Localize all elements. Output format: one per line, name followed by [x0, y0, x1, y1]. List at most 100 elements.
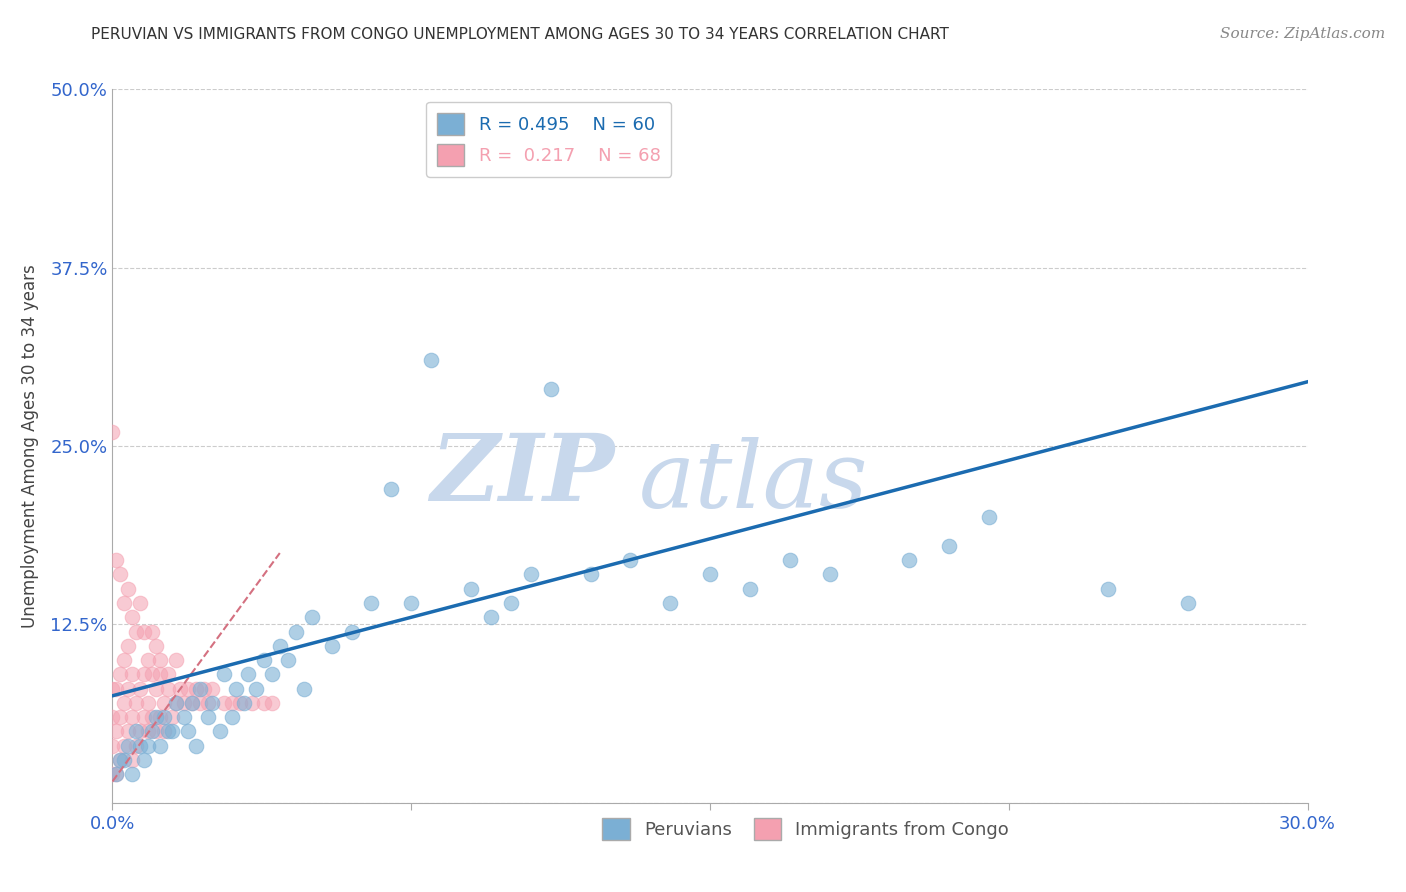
Point [134, 710, 156, 724]
Point [149, 667, 172, 681]
Point [292, 681, 315, 696]
Point [101, 739, 124, 753]
Point [114, 653, 135, 667]
Point [738, 582, 761, 596]
Point [301, 610, 323, 624]
Point [269, 639, 291, 653]
Point [117, 739, 139, 753]
Point [153, 710, 176, 724]
Point [173, 710, 195, 724]
Point [236, 667, 259, 681]
Point [401, 596, 423, 610]
Point [165, 696, 187, 710]
Point [145, 681, 167, 696]
Point [221, 710, 243, 724]
Point [977, 510, 1000, 524]
Point [138, 696, 160, 710]
Point [134, 753, 156, 767]
Point [520, 567, 543, 582]
Point [101, 767, 124, 781]
Point [129, 724, 152, 739]
Point [659, 596, 682, 610]
Point [229, 696, 252, 710]
Point [260, 667, 283, 681]
Point [209, 724, 232, 739]
Point [212, 696, 235, 710]
Point [188, 696, 211, 710]
Point [145, 710, 167, 724]
Point [165, 653, 187, 667]
Point [121, 610, 143, 624]
Point [153, 724, 176, 739]
Point [110, 753, 132, 767]
Point [1177, 596, 1199, 610]
Point [110, 667, 132, 681]
Point [177, 724, 200, 739]
Point [121, 767, 143, 781]
Point [197, 696, 219, 710]
Text: ZIP: ZIP [430, 430, 614, 519]
Point [129, 681, 152, 696]
Point [898, 553, 921, 567]
Point [169, 681, 191, 696]
Point [145, 639, 167, 653]
Point [165, 696, 187, 710]
Point [1097, 582, 1119, 596]
Point [149, 739, 172, 753]
Point [105, 724, 128, 739]
Point [260, 696, 283, 710]
Point [245, 681, 267, 696]
Point [201, 681, 224, 696]
Point [138, 739, 160, 753]
Point [818, 567, 841, 582]
Point [114, 596, 135, 610]
Point [197, 710, 219, 724]
Point [141, 710, 163, 724]
Point [212, 667, 235, 681]
Point [579, 567, 602, 582]
Point [121, 753, 143, 767]
Point [125, 624, 148, 639]
Point [193, 681, 215, 696]
Point [162, 724, 183, 739]
Point [101, 710, 124, 724]
Point [253, 696, 276, 710]
Point [121, 710, 143, 724]
Point [157, 724, 180, 739]
Point [110, 753, 132, 767]
Point [134, 624, 156, 639]
Point [173, 696, 195, 710]
Point [125, 696, 148, 710]
Point [105, 553, 128, 567]
Y-axis label: Unemployment Among Ages 30 to 34 years: Unemployment Among Ages 30 to 34 years [21, 264, 39, 628]
Point [157, 681, 180, 696]
Point [240, 696, 263, 710]
Point [134, 667, 156, 681]
Point [141, 624, 163, 639]
Point [125, 724, 148, 739]
Point [145, 724, 167, 739]
Point [779, 553, 801, 567]
Point [105, 681, 128, 696]
Point [699, 567, 721, 582]
Point [125, 739, 148, 753]
Point [188, 681, 211, 696]
Point [186, 739, 208, 753]
Point [340, 624, 363, 639]
Point [138, 653, 160, 667]
Point [284, 624, 307, 639]
Point [177, 681, 200, 696]
Point [360, 596, 382, 610]
Point [141, 667, 163, 681]
Point [114, 696, 135, 710]
Text: PERUVIAN VS IMMIGRANTS FROM CONGO UNEMPLOYMENT AMONG AGES 30 TO 34 YEARS CORRELA: PERUVIAN VS IMMIGRANTS FROM CONGO UNEMPL… [91, 27, 949, 42]
Point [225, 681, 247, 696]
Point [117, 681, 139, 696]
Point [157, 667, 180, 681]
Point [619, 553, 641, 567]
Legend: Peruvians, Immigrants from Congo: Peruvians, Immigrants from Congo [595, 811, 1017, 847]
Point [938, 539, 960, 553]
Point [110, 710, 132, 724]
Point [181, 696, 204, 710]
Point [253, 653, 276, 667]
